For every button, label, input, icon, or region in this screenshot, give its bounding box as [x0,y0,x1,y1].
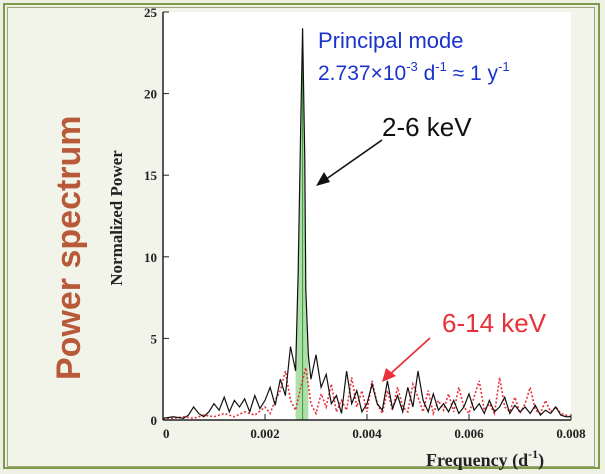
principal-mode-area [295,28,309,420]
y-tick-label: 5 [151,331,158,346]
y-tick-label: 15 [144,168,158,183]
series-line-2-6-keV [162,28,571,419]
y-tick-label: 0 [151,413,158,428]
x-axis-label-close: ) [538,450,544,471]
plot-area [163,12,571,420]
x-tick-label: 0.006 [454,426,484,441]
series-group [162,28,572,420]
x-tick-label: 0.002 [250,426,279,441]
x-tick-label: 0 [163,426,170,441]
tick-group: 0 0.002 0.004 0.006 0.008 0 5 10 15 20 25 [144,5,586,441]
series-line-6-14-keV [163,367,572,420]
pm-exp3: -1 [498,59,510,74]
principal-mode-fill [295,28,309,420]
x-axis-label-sup: -1 [528,447,538,461]
principal-mode-title: Principal mode [318,28,464,53]
y-tick-label: 20 [144,87,157,102]
pm-base: 2.737×10 [318,62,406,85]
pm-tail: ≈ 1 y [447,62,499,85]
label-2-6-kev: 2-6 keV [382,112,472,142]
x-axis-label: Frequency (d-1) [426,447,544,471]
label-6-14-kev: 6-14 keV [442,308,547,338]
y-axis-label: Normalized Power [107,150,126,286]
x-axis-label-main: Frequency (d [426,450,528,471]
pm-mid: d [418,62,436,85]
y-tick-label: 25 [144,5,158,20]
side-title: Power spectrum [50,115,88,380]
x-tick-label: 0.008 [556,426,586,441]
pm-exp2: -1 [435,59,447,74]
pm-exp1: -3 [406,59,418,74]
principal-mode-frequency: 2.737×10-3 d-1 ≈ 1 y-1 [318,59,510,85]
arrow-6-14-kev [382,337,431,382]
y-tick-label: 10 [144,250,157,265]
x-tick-label: 0.004 [352,426,382,441]
arrow-2-6-kev [316,139,383,186]
